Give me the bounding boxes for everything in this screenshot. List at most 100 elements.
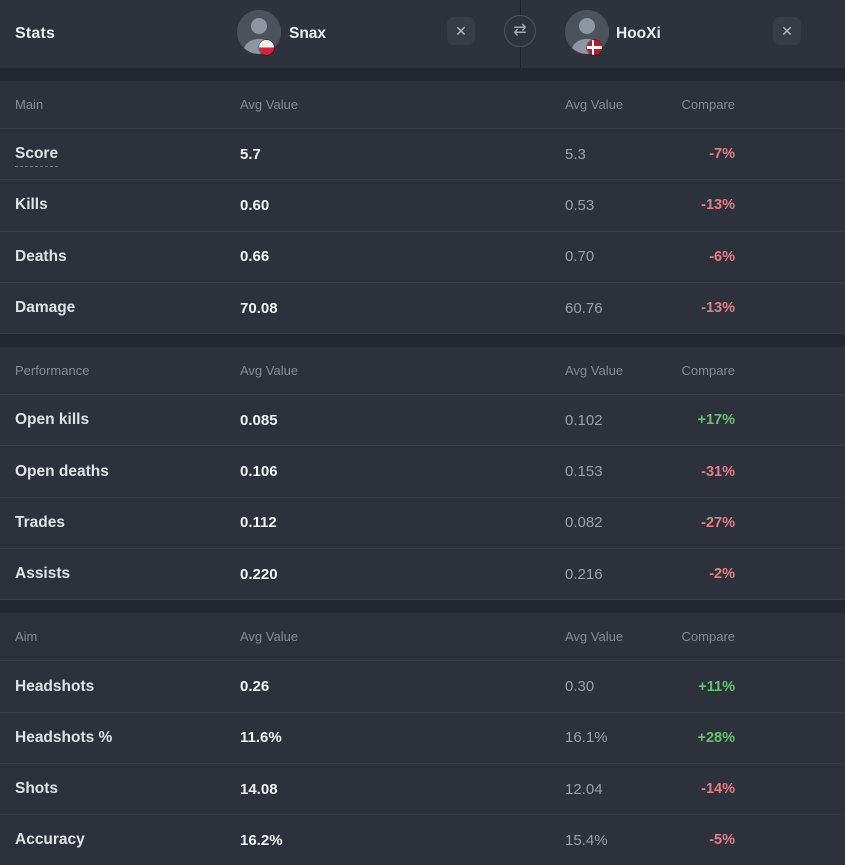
section-header-row: Performance Avg Value Avg Value Compare <box>0 347 845 396</box>
section-header-row: Aim Avg Value Avg Value Compare <box>0 613 845 662</box>
stat-row: Open kills 0.085 0.102 +17% <box>0 395 845 447</box>
stat-label: Accuracy <box>15 831 85 849</box>
column-header-avg-value-p1: Avg Value <box>240 97 299 112</box>
compare-value: -2% <box>709 566 735 583</box>
player2-value: 16.1% <box>565 729 608 747</box>
section-rows: Score 5.7 5.3 -7% Kills 0.60 0.53 -13% D… <box>0 129 845 335</box>
column-header-avg-value-p1: Avg Value <box>240 363 299 379</box>
comparison-header: Stats Snax ✕ ⇄ HooXi ✕ <box>0 0 845 68</box>
person-icon <box>237 10 281 54</box>
stat-label: Deaths <box>15 247 67 265</box>
player1-flag-badge <box>259 40 274 55</box>
player2-value: 60.76 <box>565 299 603 317</box>
remove-player2-button[interactable]: ✕ <box>773 17 801 45</box>
stat-label: Shots <box>15 780 59 798</box>
stat-label: Open deaths <box>15 462 109 480</box>
compare-value: +11% <box>698 678 735 695</box>
stat-row: Headshots % 11.6% 16.1% +28% <box>0 713 845 764</box>
section-rows: Open kills 0.085 0.102 +17% Open deaths … <box>0 395 845 601</box>
stat-row: Assists 0.220 0.216 -2% <box>0 549 845 601</box>
player2-value: 0.102 <box>565 411 603 429</box>
stat-label-cell: Trades <box>15 514 240 532</box>
stat-label-cell: Kills <box>15 196 240 214</box>
stat-label-cell: Accuracy <box>15 831 240 849</box>
page-title: Stats <box>15 25 56 42</box>
player2-name: HooXi <box>616 25 661 42</box>
player2-value: 12.04 <box>565 780 603 798</box>
stat-row: Shots 14.08 12.04 -14% <box>0 764 845 816</box>
player2-value: 0.30 <box>565 678 595 696</box>
player1-value: 5.7 <box>240 145 261 163</box>
section-title: Main <box>15 97 44 112</box>
player1-value: 0.66 <box>240 248 270 266</box>
stat-label: Headshots % <box>15 728 113 746</box>
stats-sections: Main Avg Value Avg Value Compare Score 5… <box>0 68 845 865</box>
player1-value: 0.112 <box>240 514 277 532</box>
player2-flag-badge <box>587 40 602 55</box>
player1-value: 14.08 <box>240 780 278 798</box>
stat-label[interactable]: Score <box>15 145 59 168</box>
stat-label: Open kills <box>15 411 90 429</box>
player2-value: 15.4% <box>565 831 608 849</box>
stat-label-cell: Assists <box>15 565 240 583</box>
stat-row: Accuracy 16.2% 15.4% -5% <box>0 815 845 865</box>
compare-value: -14% <box>701 781 735 798</box>
section-header-row: Main Avg Value Avg Value Compare <box>0 81 845 129</box>
stat-label-cell: Damage <box>15 299 240 317</box>
stat-label: Assists <box>15 565 71 583</box>
stat-row: Score 5.7 5.3 -7% <box>0 129 845 181</box>
player2-value: 0.53 <box>565 196 595 214</box>
column-header-avg-value-p2: Avg Value <box>565 629 624 645</box>
remove-player1-button[interactable]: ✕ <box>447 17 475 45</box>
player1-value: 0.106 <box>240 463 278 481</box>
stats-section: Performance Avg Value Avg Value Compare … <box>0 334 845 601</box>
section-rows: Headshots 0.26 0.30 +11% Headshots % 11.… <box>0 661 845 865</box>
column-header-avg-value-p1: Avg Value <box>240 629 299 645</box>
section-gap <box>0 334 845 348</box>
stat-label-cell: Score <box>15 145 240 168</box>
compare-value: +28% <box>697 729 736 746</box>
stat-row: Open deaths 0.106 0.153 -31% <box>0 446 845 498</box>
player2-value: 0.70 <box>565 248 595 266</box>
stat-row: Damage 70.08 60.76 -13% <box>0 283 845 335</box>
section-title: Aim <box>15 629 38 645</box>
compare-value: +17% <box>697 412 736 429</box>
stat-label-cell: Headshots % <box>15 729 240 747</box>
stat-row: Kills 0.60 0.53 -13% <box>0 180 845 232</box>
stat-label: Trades <box>15 513 65 531</box>
stat-row: Deaths 0.66 0.70 -6% <box>0 232 845 283</box>
stats-section: Aim Avg Value Avg Value Compare Headshot… <box>0 600 845 865</box>
player2-value: 0.216 <box>565 565 603 583</box>
player1-value: 0.220 <box>240 565 278 583</box>
stat-label-cell: Open kills <box>15 411 240 429</box>
player1-avatar <box>237 10 281 55</box>
stat-label-cell: Shots <box>15 780 240 798</box>
player1-value: 70.08 <box>240 299 278 317</box>
compare-value: -27% <box>701 514 735 531</box>
player1-value: 11.6% <box>240 729 282 747</box>
column-header-avg-value-p2: Avg Value <box>565 97 624 112</box>
swap-players-icon[interactable]: ⇄ <box>504 15 536 47</box>
compare-value: -6% <box>709 248 735 265</box>
stat-label-cell: Headshots <box>15 678 240 696</box>
player1-value: 0.26 <box>240 678 270 696</box>
player1-value: 0.085 <box>240 411 278 429</box>
stat-row: Headshots 0.26 0.30 +11% <box>0 661 845 713</box>
compare-value: -13% <box>701 300 735 317</box>
stat-label-cell: Open deaths <box>15 463 240 481</box>
stat-label: Headshots <box>15 677 95 695</box>
player1-value: 16.2% <box>240 831 283 849</box>
stat-label-cell: Deaths <box>15 248 240 266</box>
column-header-avg-value-p2: Avg Value <box>565 363 624 379</box>
stats-section: Main Avg Value Avg Value Compare Score 5… <box>0 68 845 335</box>
compare-value: -5% <box>709 832 735 849</box>
section-gap <box>0 600 845 614</box>
player2-value: 0.082 <box>565 514 603 532</box>
compare-value: -7% <box>709 146 735 163</box>
player2-avatar <box>565 10 609 55</box>
player2-value: 5.3 <box>565 145 586 163</box>
player1-value: 0.60 <box>240 196 270 214</box>
section-gap <box>0 68 845 81</box>
compare-value: -13% <box>701 197 735 214</box>
column-header-compare: Compare <box>681 363 735 379</box>
